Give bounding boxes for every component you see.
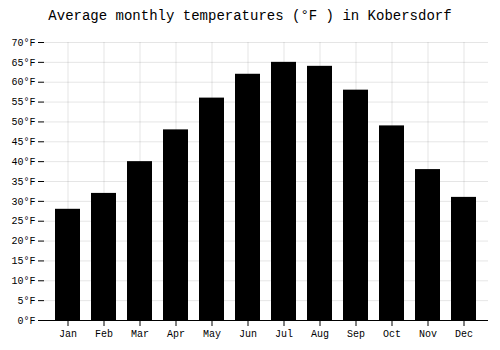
svg-text:0°F: 0°F xyxy=(17,316,35,327)
svg-text:45°F: 45°F xyxy=(11,137,35,148)
svg-text:Jul: Jul xyxy=(275,329,293,340)
svg-text:Aug: Aug xyxy=(311,329,329,340)
svg-text:35°F: 35°F xyxy=(11,177,35,188)
svg-text:25°F: 25°F xyxy=(11,216,35,227)
svg-text:20°F: 20°F xyxy=(11,236,35,247)
svg-text:10°F: 10°F xyxy=(11,276,35,287)
svg-text:Oct: Oct xyxy=(383,329,401,340)
svg-text:Mar: Mar xyxy=(131,329,149,340)
svg-text:55°F: 55°F xyxy=(11,97,35,108)
svg-text:60°F: 60°F xyxy=(11,77,35,88)
svg-text:Dec: Dec xyxy=(455,329,473,340)
svg-text:Feb: Feb xyxy=(95,329,113,340)
svg-text:15°F: 15°F xyxy=(11,256,35,267)
svg-text:Jun: Jun xyxy=(239,329,257,340)
svg-text:5°F: 5°F xyxy=(17,296,35,307)
svg-text:30°F: 30°F xyxy=(11,197,35,208)
svg-text:Sep: Sep xyxy=(347,329,365,340)
svg-text:Apr: Apr xyxy=(167,329,185,340)
svg-text:50°F: 50°F xyxy=(11,117,35,128)
html-text:Average monthly temperatures (: Average monthly temperatures (°F ) in Ko… xyxy=(48,8,452,24)
svg-text:70°F: 70°F xyxy=(11,38,35,49)
svg-text:65°F: 65°F xyxy=(11,58,35,69)
svg-text:40°F: 40°F xyxy=(11,157,35,168)
svg-text:Nov: Nov xyxy=(419,329,437,340)
svg-text:May: May xyxy=(203,329,221,340)
svg-text:Jan: Jan xyxy=(59,329,77,340)
